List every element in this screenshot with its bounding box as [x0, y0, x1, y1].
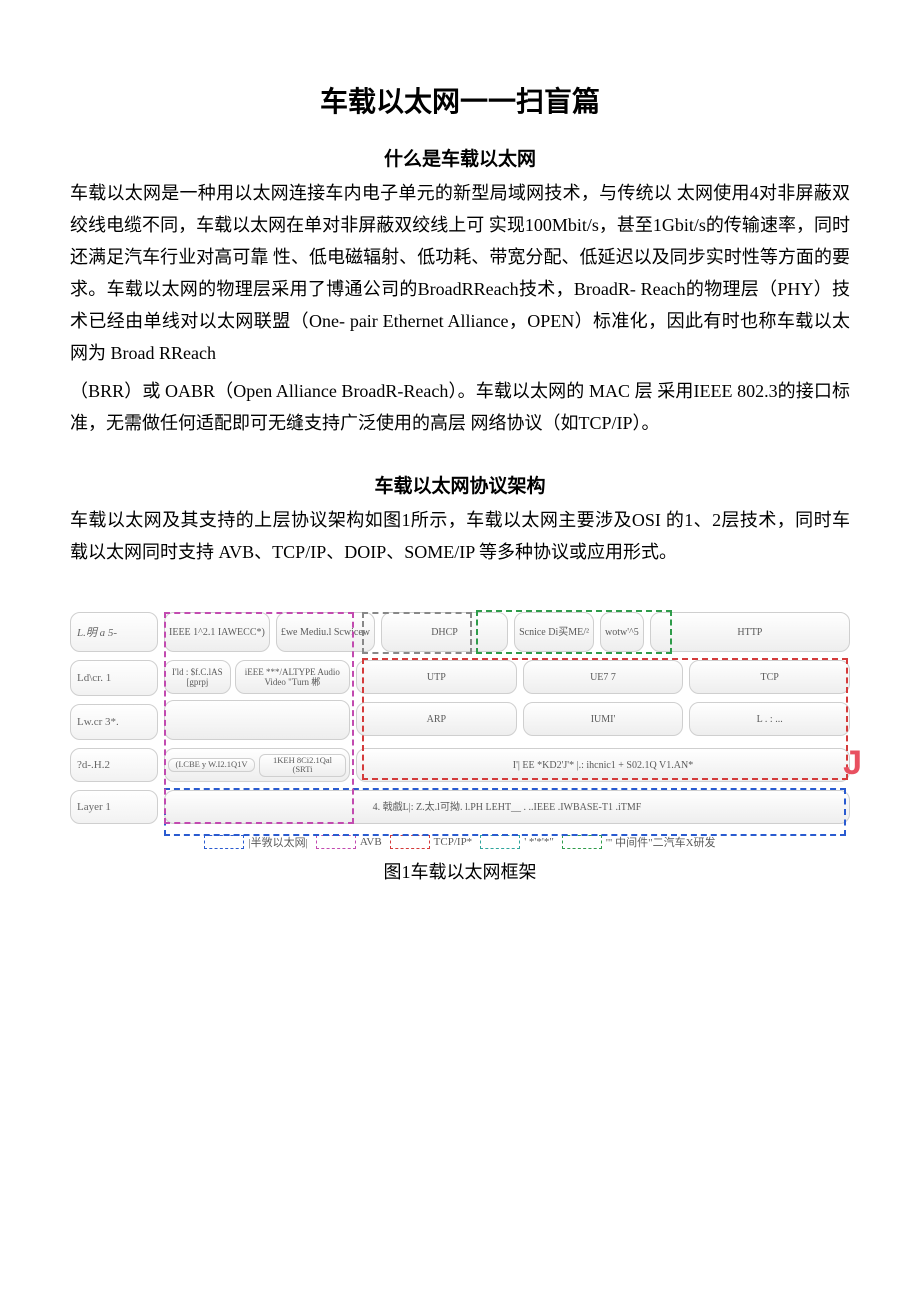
diagram-legend: |半敩以太网| AVB TCP/IP* ' *'*'*" '" 中间件"二汽车X…: [70, 834, 850, 850]
figure1-caption: 图1车载以太网框架: [70, 858, 850, 884]
cell-l1-phy: 4. 戟戲L|: Z.太.l可拗. l.PH LEHT__ . ..IEEE .…: [164, 790, 850, 824]
section1-p2: （BRR）或 OABR（Open Alliance BroadR-Reach）。…: [70, 375, 850, 439]
legend-avb: AVB: [316, 835, 382, 849]
diagram-row-layer5: L.明 a 5- IEEE 1^2.1 IAWECC*) £we Mediu.l…: [70, 612, 850, 652]
cell-l2-ethernet-vlan: I'| EE *KD2'J'* |.: ihcnic1 + S02.1Q V1.…: [356, 748, 850, 782]
decorative-j-glyph: J: [843, 744, 862, 783]
layer2-label: ?d-.H.2: [70, 748, 158, 782]
legend-ethernet: |半敩以太网|: [204, 834, 307, 850]
cell-someip: wotw'^5: [600, 612, 644, 652]
cell-avb-gptp: I'ld : $f.C.lAS [gprpj: [164, 660, 231, 694]
layer4-label: Ld\cr. 1: [70, 660, 158, 696]
cell-l2-sub1: (I.CBE y W.I2.1Q1V: [168, 758, 255, 772]
cell-ieee-awecc: IEEE 1^2.1 IAWECC*): [164, 612, 270, 652]
cell-http: HTTP: [650, 612, 850, 652]
cell-ip: L . : ...: [689, 702, 850, 736]
protocol-diagram: L.明 a 5- IEEE 1^2.1 IAWECC*) £we Mediu.l…: [70, 612, 850, 850]
section1-heading: 什么是车载以太网: [70, 144, 850, 171]
legend-tcpip: TCP/IP*: [390, 835, 473, 849]
cell-l4-mid: UE7 7: [523, 660, 684, 694]
section1-p1: 车载以太网是一种用以太网连接车内电子单元的新型局域网技术，与传统以 太网使用4对…: [70, 177, 850, 369]
cell-l2-sub2: 1KEH 8Ci2.1Qal (SRTi: [259, 754, 346, 778]
diagram-row-layer2: ?d-.H.2 (I.CBE y W.I2.1Q1V 1KEH 8Ci2.1Qa…: [70, 748, 850, 782]
cell-l2-avb-sub: (I.CBE y W.I2.1Q1V 1KEH 8Ci2.1Qal (SRTi: [164, 748, 350, 782]
cell-icmp: IUMI': [523, 702, 684, 736]
cell-service-discovery: Scnice Di买ME/²: [514, 612, 594, 652]
layer5-label: L.明 a 5-: [70, 612, 158, 652]
section2-heading: 车载以太网协议架构: [70, 471, 850, 498]
legend-doip: ' *'*'*": [480, 835, 554, 849]
layer3-label: Lw.cr 3*.: [70, 704, 158, 740]
cell-udp: UTP: [356, 660, 517, 694]
legend-middleware: '" 中间件"二汽车X研发: [562, 834, 716, 850]
page-title: 车载以太网一一扫盲篇: [70, 80, 850, 120]
cell-dhcp: DHCP: [381, 612, 508, 652]
cell-tcp: TCP: [689, 660, 850, 694]
cell-media-service: £we Mediu.l Scwicew: [276, 612, 375, 652]
cell-avb-avtp: iEEE ***/ALTYPE Audio Video "Turn 郴: [235, 660, 350, 694]
layer1-label: Layer 1: [70, 790, 158, 824]
section2-p1: 车载以太网及其支持的上层协议架构如图1所示，车载以太网主要涉及OSI 的1、2层…: [70, 504, 850, 568]
diagram-row-layer1: Layer 1 4. 戟戲L|: Z.太.l可拗. l.PH LEHT__ . …: [70, 790, 850, 824]
diagram-row-layer4-3: Ld\cr. 1 Lw.cr 3*. I'ld : $f.C.lAS [gprp…: [70, 660, 850, 740]
cell-avb-span: [164, 700, 350, 740]
cell-arp: ARP: [356, 702, 517, 736]
